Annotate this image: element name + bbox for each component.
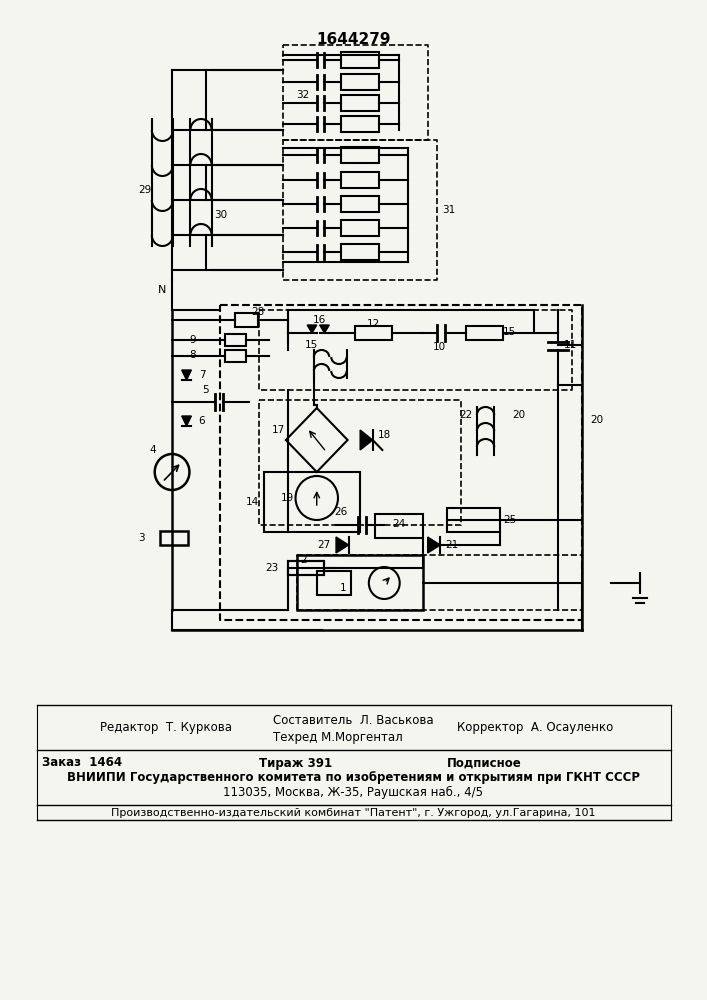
Bar (341, 220, 380, 236)
Bar (341, 116, 380, 132)
Text: 19: 19 (281, 493, 294, 503)
Polygon shape (182, 416, 192, 426)
Text: Корректор  А. Осауленко: Корректор А. Осауленко (457, 720, 613, 734)
Bar (341, 244, 380, 260)
Text: 32: 32 (296, 90, 309, 100)
Text: 20: 20 (590, 415, 603, 425)
Bar (447, 508, 500, 532)
Text: 9: 9 (189, 335, 196, 345)
Bar (298, 555, 423, 610)
Text: 28: 28 (251, 307, 264, 317)
Text: Производственно-издательский комбинат "Патент", г. Ужгород, ул.Гагарина, 101: Производственно-издательский комбинат "П… (111, 808, 596, 818)
Bar (356, 326, 392, 340)
Bar (288, 561, 325, 575)
Text: 1: 1 (339, 583, 346, 593)
Text: 15: 15 (503, 327, 516, 337)
Text: 29: 29 (139, 185, 152, 195)
Text: 4: 4 (149, 445, 156, 455)
Text: 6: 6 (199, 416, 205, 426)
Text: 25: 25 (503, 515, 516, 525)
Bar (341, 74, 380, 90)
Polygon shape (182, 370, 192, 380)
Text: 18: 18 (378, 430, 391, 440)
Text: 7: 7 (199, 370, 205, 380)
Polygon shape (336, 537, 349, 553)
Text: 24: 24 (392, 519, 405, 529)
Text: 113035, Москва, Ж-35, Раушская наб., 4/5: 113035, Москва, Ж-35, Раушская наб., 4/5 (223, 785, 484, 799)
Text: 26: 26 (334, 507, 348, 517)
Bar (225, 350, 246, 362)
Text: 3: 3 (138, 533, 144, 543)
Text: 30: 30 (214, 210, 227, 220)
Text: Редактор  Т. Куркова: Редактор Т. Куркова (100, 720, 232, 734)
Text: 2: 2 (300, 555, 307, 565)
Bar (317, 571, 351, 595)
Text: Подписное: Подписное (447, 756, 522, 770)
Polygon shape (360, 430, 373, 450)
Text: 15: 15 (305, 340, 319, 350)
Text: 22: 22 (460, 410, 473, 420)
Text: Тираж 391: Тираж 391 (259, 756, 332, 770)
Text: 20: 20 (513, 410, 526, 420)
Bar (264, 472, 360, 532)
Bar (341, 52, 380, 68)
Bar (235, 313, 258, 327)
Text: 16: 16 (313, 315, 326, 325)
Text: N: N (158, 285, 167, 295)
Text: 23: 23 (265, 563, 278, 573)
Text: 27: 27 (317, 540, 330, 550)
Polygon shape (428, 537, 440, 553)
Text: 10: 10 (433, 342, 446, 352)
Text: 12: 12 (367, 319, 380, 329)
Bar (288, 561, 325, 575)
Bar (341, 95, 380, 111)
Text: 8: 8 (189, 350, 196, 360)
Text: 11: 11 (563, 340, 577, 350)
Bar (341, 172, 380, 188)
Bar (341, 147, 380, 163)
Text: Техред М.Моргентал: Техред М.Моргентал (274, 730, 403, 744)
Text: 21: 21 (445, 540, 458, 550)
Text: 31: 31 (443, 205, 455, 215)
Bar (466, 326, 503, 340)
Bar (160, 531, 187, 545)
Text: Заказ  1464: Заказ 1464 (42, 756, 122, 770)
Text: 1644279: 1644279 (316, 32, 391, 47)
Text: 17: 17 (271, 425, 285, 435)
Bar (375, 514, 423, 538)
Text: ВНИИПИ Государственного комитета по изобретениям и открытиям при ГКНТ СССР: ВНИИПИ Государственного комитета по изоб… (67, 772, 640, 784)
Bar (341, 196, 380, 212)
Text: 5: 5 (202, 385, 209, 395)
Polygon shape (320, 325, 329, 333)
Text: Составитель  Л. Васькова: Составитель Л. Васькова (274, 714, 434, 726)
Polygon shape (307, 325, 317, 333)
Bar (225, 334, 246, 346)
Text: 14: 14 (245, 497, 259, 507)
